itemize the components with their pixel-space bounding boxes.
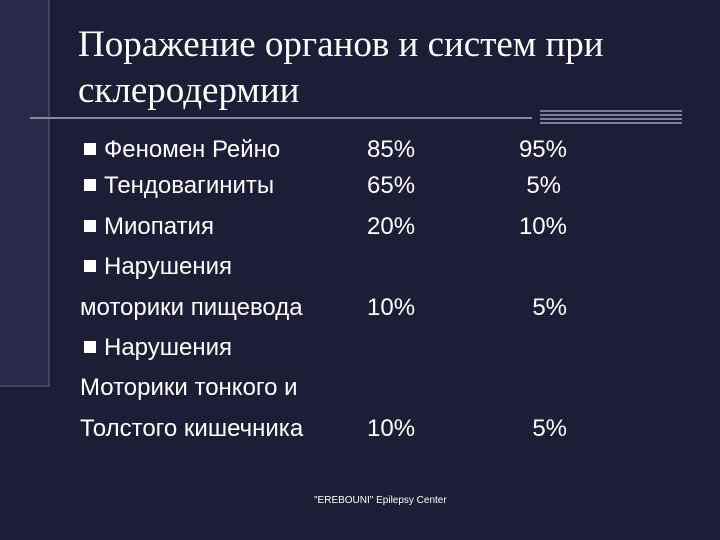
square-bullet-icon <box>84 143 96 155</box>
square-bullet-icon <box>84 179 96 191</box>
item-label: Миопатия <box>104 213 214 240</box>
item-value-1: 10% <box>367 415 416 442</box>
list-item-continuation: Моторики тонкого и <box>80 374 298 401</box>
item-value-2: 10% <box>518 213 567 240</box>
square-bullet-icon <box>84 341 96 353</box>
list-item-intestine: Нарушения <box>84 334 232 362</box>
list-item-raynaud: Феномен Рейно <box>84 136 280 164</box>
square-bullet-icon <box>84 220 96 232</box>
item-value-1: 20% <box>367 213 416 240</box>
list-item-tendovaginitis: Тендовагиниты <box>84 172 274 200</box>
item-value-2: 95% <box>518 136 567 163</box>
list-item-esophagus: Нарушения <box>84 253 232 281</box>
left-decorative-bar <box>0 0 50 387</box>
item-label: Тендовагиниты <box>104 172 275 199</box>
list-item-continuation: Толстого кишечника <box>80 415 304 442</box>
item-label: Феномен Рейно <box>104 136 281 163</box>
title-decoration <box>540 110 682 126</box>
item-label: Нарушения <box>104 334 233 361</box>
list-item-myopathy: Миопатия <box>84 213 214 241</box>
item-value-1: 10% <box>367 294 416 321</box>
item-value-1: 85% <box>367 136 416 163</box>
footer-text: "EREBOUNI" Epilepsy Center <box>314 495 447 506</box>
square-bullet-icon <box>84 260 96 272</box>
title-underline <box>30 117 532 119</box>
item-value-2: 5% <box>532 294 567 321</box>
item-label: Нарушения <box>104 253 233 280</box>
item-value-2: 5% <box>526 172 561 199</box>
item-value-2: 5% <box>532 415 567 442</box>
list-item-continuation: моторики пищевода <box>80 294 303 321</box>
slide-title: Поражение органов и систем при склеродер… <box>78 24 604 111</box>
item-value-1: 65% <box>367 172 416 199</box>
